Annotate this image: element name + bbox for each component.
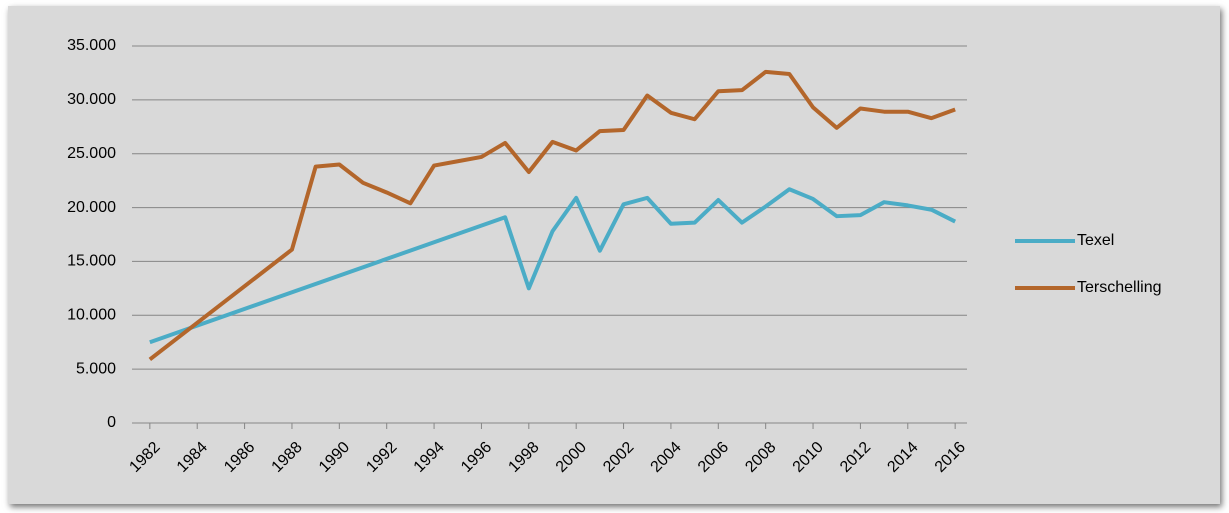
x-tick-label: 1998 [505, 439, 542, 476]
y-tick-label: 20.000 [67, 199, 116, 216]
x-tick-label: 2010 [790, 439, 827, 476]
x-tick-label: 1990 [316, 439, 353, 476]
x-tick-label: 1982 [126, 439, 163, 476]
data-line [148, 69, 956, 362]
legend-label: Terschelling [1077, 279, 1161, 296]
x-tick-label: 1992 [363, 439, 400, 476]
x-tick-label: 2004 [648, 439, 685, 476]
chart-area [8, 6, 1220, 504]
x-tick-label: 1994 [411, 439, 448, 476]
x-tick-label: 2008 [742, 439, 779, 476]
x-tick-label: 2000 [553, 439, 590, 476]
x-tick-label: 1984 [174, 439, 211, 476]
x-tick-label: 1988 [269, 439, 306, 476]
y-tick-label: 25.000 [67, 145, 116, 162]
legend-label: Texel [1077, 232, 1114, 249]
data-line [149, 187, 957, 345]
x-tick-label: 2016 [932, 439, 969, 476]
y-tick-label: 35.000 [67, 37, 116, 54]
y-tick-label: 5.000 [76, 360, 116, 377]
x-tick-label: 2014 [884, 439, 921, 476]
x-tick-label: 1996 [458, 439, 495, 476]
x-tick-label: 2006 [695, 439, 732, 476]
y-tick-label: 30.000 [67, 91, 116, 108]
y-tick-label: 10.000 [67, 307, 116, 324]
x-tick-label: 2012 [837, 439, 874, 476]
y-tick-label: 0 [107, 414, 116, 431]
x-tick-label: 2002 [600, 439, 637, 476]
y-tick-label: 15.000 [67, 253, 116, 270]
x-tick-label: 1986 [221, 439, 258, 476]
